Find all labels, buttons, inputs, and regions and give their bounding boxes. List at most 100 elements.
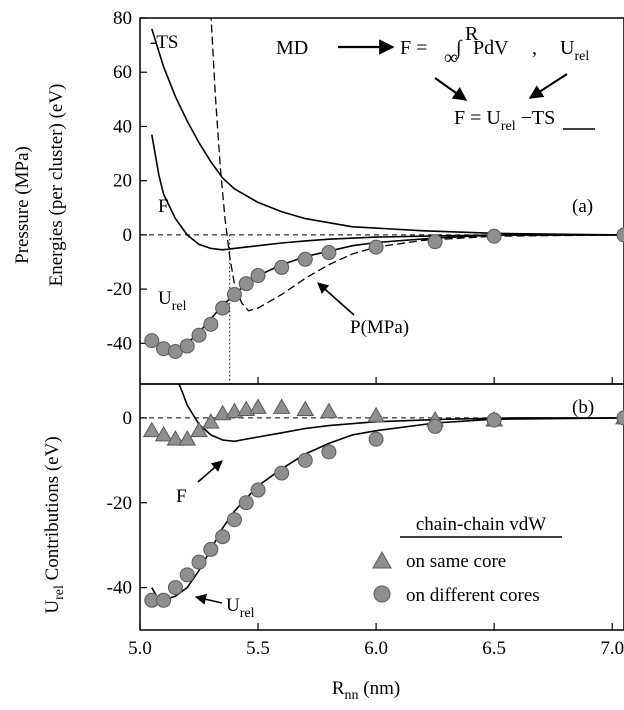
ytick-label-a-2: 40 — [113, 116, 132, 137]
urel-label-b-main: U — [226, 595, 240, 616]
urel-label-b-sub: rel — [240, 606, 255, 621]
point-b-on-different-cores-11 — [297, 452, 313, 468]
legend-item-different-cores: on different cores — [406, 585, 540, 606]
ytick-label-a-0: 80 — [113, 8, 132, 29]
ytick-label-b-0: 0 — [123, 408, 133, 429]
urel-label-a-sub: rel — [172, 299, 187, 314]
point-b-on-same-core-12 — [320, 402, 338, 419]
eq1-integral: ∫ — [454, 37, 463, 60]
point-b-on-different-cores-13 — [368, 431, 384, 447]
eq2-sub: rel — [501, 119, 516, 134]
point-a-md-5 — [203, 316, 219, 332]
xtick-label-1: 5.5 — [246, 638, 270, 659]
point-b-on-same-core-9 — [249, 398, 267, 414]
ytick-label-a-1: 60 — [113, 62, 132, 83]
line-a--ts — [151, 28, 624, 236]
eq1-rest: PdV — [473, 37, 509, 59]
panel-a-ylabel-outer: Pressure (MPa) — [12, 146, 33, 264]
point-b-on-different-cores-15 — [486, 412, 502, 428]
x-axis-label-main: R — [332, 678, 345, 699]
point-b-on-same-core-2 — [166, 430, 185, 446]
x-axis-label-rest: (nm) — [359, 678, 401, 699]
ytick-label-b-2: -40 — [107, 578, 132, 599]
ticks-layer: 80 60 40 20 0 -20 -40 0 -20 -40 5.0 5.5 6.0 6.5 7.0 — [107, 8, 624, 659]
lines-layer — [140, 18, 624, 602]
eq1-urel: Urel — [560, 37, 589, 64]
legend-marker-different-cores — [373, 585, 391, 603]
point-a-md-7 — [226, 287, 242, 303]
xtick-label-3: 6.5 — [482, 638, 506, 659]
eq-arrow-left — [434, 77, 468, 101]
point-b-on-same-core-8 — [237, 400, 256, 416]
urel-label-a-main: U — [158, 288, 172, 309]
eq2-minus: − — [516, 107, 532, 129]
point-b-on-same-core-6 — [213, 404, 232, 421]
x-axis-label-sub: nn — [345, 688, 359, 703]
point-b-on-different-cores-10 — [274, 465, 290, 481]
point-a-md-11 — [297, 251, 313, 267]
legend: chain-chain vdW on same core on differen… — [372, 514, 562, 606]
marks-layer — [142, 227, 624, 608]
eq2-ts: TS — [532, 107, 555, 129]
legend-item-same-core: on same core — [406, 551, 506, 572]
point-a-md-8 — [238, 276, 254, 292]
f-arrow-b — [197, 460, 223, 483]
point-b-on-different-cores-12 — [321, 444, 337, 460]
x-axis-label: Rnn (nm) — [332, 678, 400, 703]
eq2-lhs: F = U — [454, 107, 501, 129]
point-a-md-12 — [321, 245, 337, 261]
eq1-urel-main: U — [560, 37, 575, 59]
point-b-on-same-core-7 — [225, 402, 244, 419]
panel-b-ylabel-rest: Contributions (eV) — [42, 436, 63, 585]
point-b-on-different-cores-6 — [215, 529, 231, 545]
point-b-on-same-core-3 — [178, 430, 197, 446]
point-a-md-15 — [486, 228, 502, 244]
point-a-md-0 — [144, 333, 160, 349]
urel-label-b: Urel — [226, 595, 255, 621]
panel-a-ylabel-inner: Energies (per cluster) (eV) — [46, 84, 67, 287]
panel-b-frame — [139, 383, 624, 631]
point-b-on-same-core-5 — [201, 413, 220, 429]
urel-arrow-b — [194, 593, 223, 605]
point-b-on-different-cores-3 — [179, 567, 195, 583]
ytick-label-a-6: -40 — [107, 333, 132, 354]
p-label: P(MPa) — [350, 317, 409, 338]
eq2: F = Urel −TS — [454, 107, 555, 134]
ytick-label-a-5: -20 — [107, 279, 132, 300]
panel-a-label: (a) — [572, 196, 593, 217]
f-label-b: F — [176, 486, 187, 507]
eq1-urel-sub: rel — [574, 49, 589, 64]
line-b-u-rel — [151, 417, 624, 602]
point-b-on-different-cores-14 — [427, 418, 443, 434]
point-b-on-same-core-11 — [296, 400, 315, 416]
point-a-md-3 — [179, 338, 195, 354]
point-b-on-different-cores-4 — [191, 554, 207, 570]
eq1-comma: , — [532, 37, 537, 59]
p-arrow — [317, 282, 355, 316]
point-b-on-same-core-1 — [154, 425, 173, 442]
line-a-p-mpa- — [210, 18, 624, 312]
md-label: MD — [276, 37, 308, 59]
point-b-on-different-cores-2 — [167, 580, 183, 596]
ytick-label-a-3: 20 — [113, 171, 132, 192]
eq1-lhs: F = — [400, 37, 427, 59]
point-b-on-same-core-13 — [367, 406, 385, 423]
point-b-on-same-core-10 — [272, 398, 291, 414]
eq1-lower: ∞ — [444, 47, 458, 69]
point-b-on-different-cores-5 — [203, 541, 219, 557]
line-a-f — [151, 134, 624, 251]
f-label-a: F — [158, 196, 169, 217]
eq-arrow-right — [528, 73, 568, 99]
panel-b-ylabel-main: U — [42, 600, 63, 614]
point-a-md-6 — [215, 300, 231, 316]
point-b-on-different-cores-8 — [238, 495, 254, 511]
point-a-md-4 — [191, 327, 207, 343]
xtick-label-0: 5.0 — [128, 638, 152, 659]
xtick-label-2: 6.0 — [364, 638, 388, 659]
point-a-md-14 — [427, 234, 443, 250]
ts-label: -TS — [150, 32, 179, 53]
point-b-on-different-cores-9 — [250, 482, 266, 498]
point-b-on-same-core-0 — [142, 421, 161, 438]
